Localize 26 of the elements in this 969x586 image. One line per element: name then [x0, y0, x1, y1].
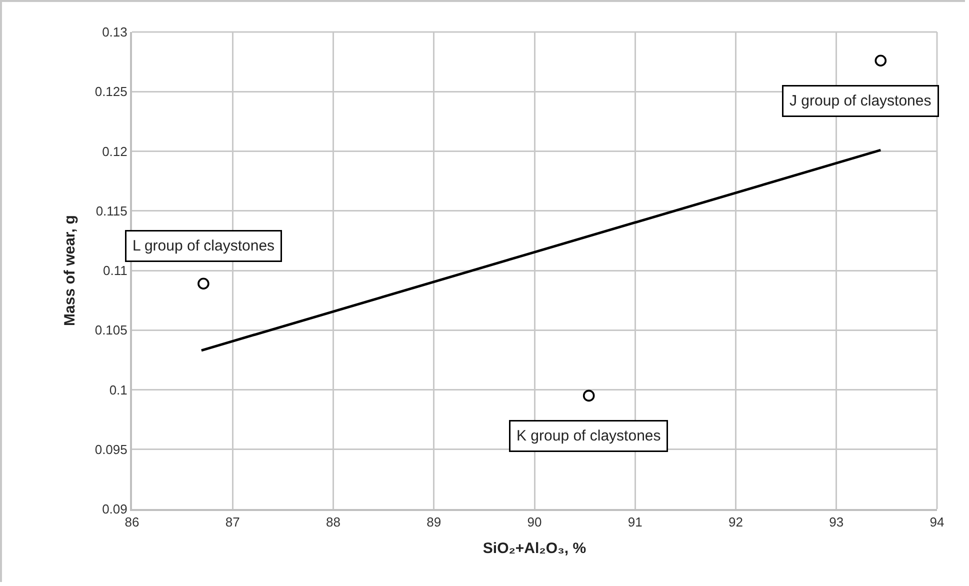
y-tick-label: 0.095	[94, 442, 128, 457]
x-axis-title: SiO₂+Al₂O₃, %	[482, 540, 586, 558]
y-tick-label: 0.11	[103, 263, 128, 278]
x-tick-label: 90	[527, 514, 542, 530]
x-tick-label: 88	[326, 514, 340, 530]
x-tick-label: 89	[426, 514, 442, 530]
x-tick-label: 87	[225, 514, 240, 530]
y-tick-label: 0.105	[94, 322, 128, 338]
annotation: L group of claystones	[132, 238, 275, 254]
y-tick-label: 0.13	[102, 24, 128, 40]
x-tick-label: 86	[124, 514, 140, 530]
y-tick-label: 0.12	[102, 144, 128, 159]
y-axis-title: Mass of wear, g	[62, 215, 79, 326]
annotation: K group of claystones	[516, 428, 661, 444]
y-tick-label: 0.115	[96, 203, 128, 218]
annotation: J group of claystones	[790, 92, 932, 110]
x-tick-label: 92	[728, 514, 743, 530]
point	[874, 54, 887, 67]
x-tick-label: 91	[628, 514, 642, 530]
y-tick-label: 0.1	[109, 382, 128, 398]
x-tick-label: 94	[930, 514, 944, 530]
x-tick-label: 93	[829, 514, 844, 530]
point	[198, 278, 210, 290]
y-tick-label: 0.09	[102, 502, 128, 517]
y-tick-label: 0.125	[94, 84, 128, 100]
point	[582, 390, 595, 402]
